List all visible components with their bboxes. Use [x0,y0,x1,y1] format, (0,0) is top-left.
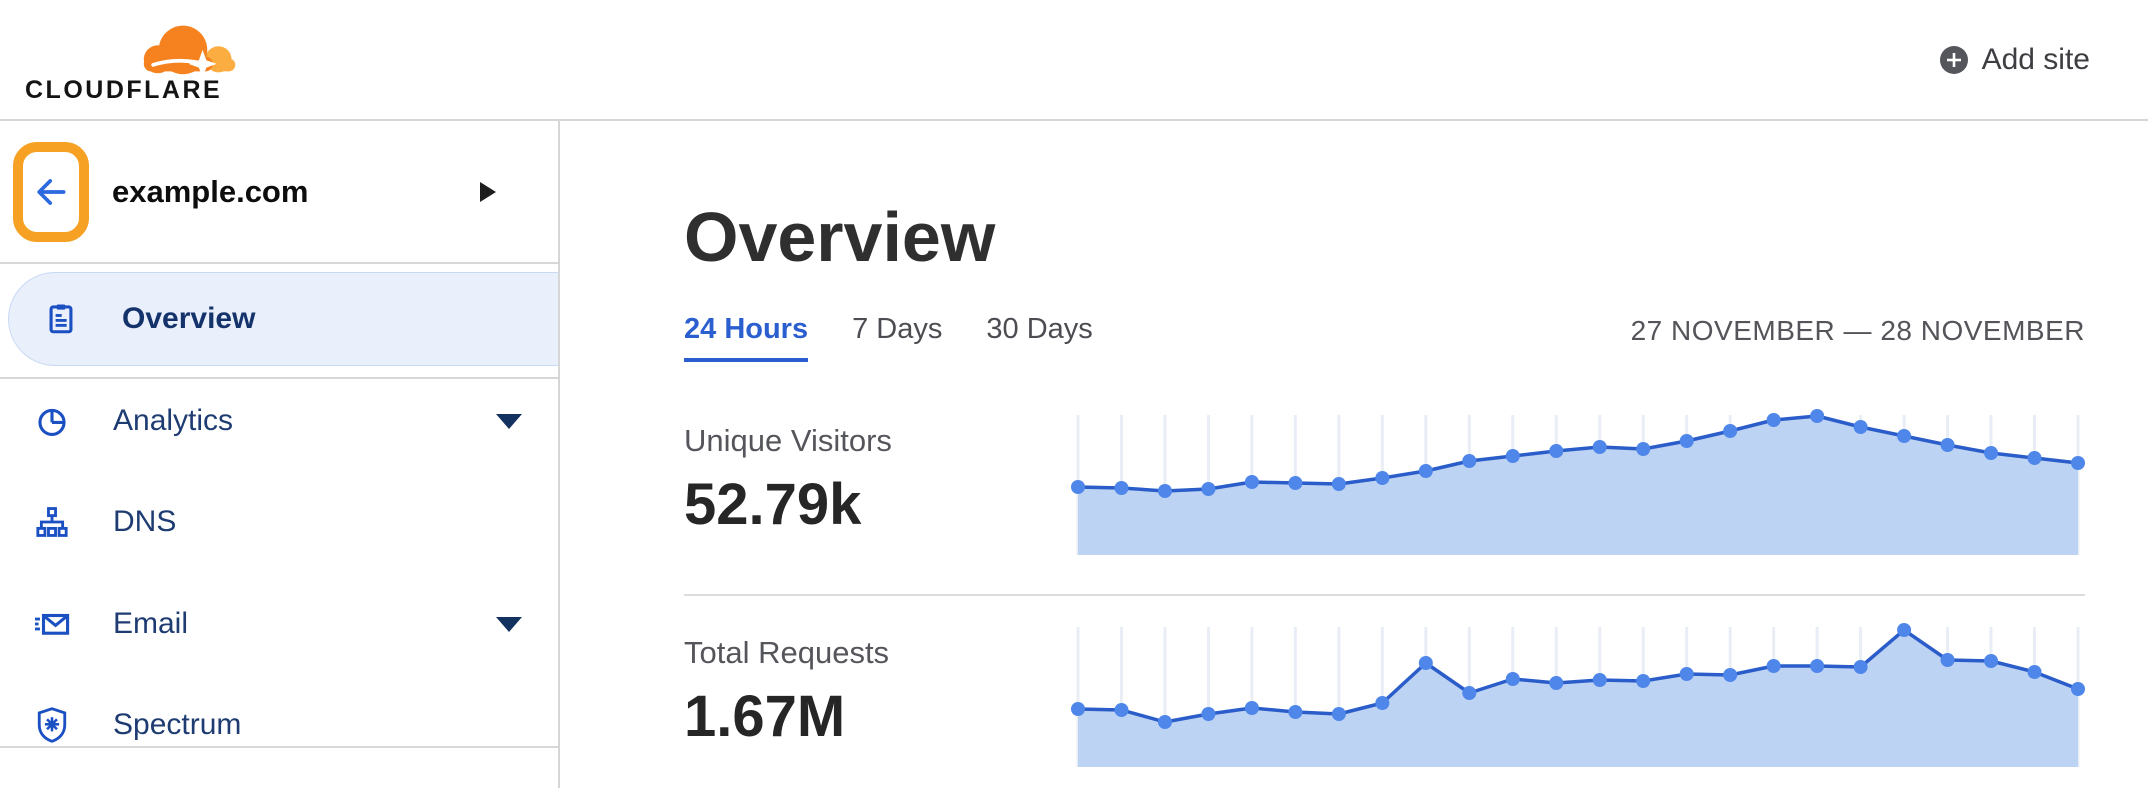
back-button[interactable] [31,172,71,212]
stat-label: Unique Visitors [684,423,892,458]
cloudflare-logo[interactable]: CLOUDFLARE [25,21,258,103]
shield-icon [33,706,71,744]
stat-value: 1.67M [684,684,846,749]
sidebar-item-label: Email [113,607,189,640]
unique-visitors-chart[interactable] [1071,409,2085,555]
total-requests-chart[interactable] [1071,623,2085,767]
page-title: Overview [684,198,996,276]
sidebar-item-label: Overview [122,302,256,335]
chevron-down-icon[interactable] [496,616,522,632]
network-icon [33,505,71,539]
add-site-label: Add site [1981,42,2090,76]
envelope-icon [33,607,71,641]
add-site-button[interactable]: Add site [1939,43,2090,77]
date-range-label: 27 NOVEMBER — 28 NOVEMBER [1630,315,2085,346]
arrow-left-icon [37,178,66,205]
clipboard-icon [42,302,80,336]
sidebar-item-overview[interactable]: Overview [8,272,558,366]
tab-30-days[interactable]: 30 Days [986,313,1093,345]
total-requests-section: Total Requests 1.67M [684,623,2085,767]
site-header-row[interactable]: example.com [0,121,558,262]
site-sidebar: example.com Overview [0,121,560,788]
stat-label: Total Requests [684,635,890,670]
sidebar-item-label: Spectrum [113,708,242,741]
site-name: example.com [112,173,309,209]
plus-circle-icon [1939,45,1968,74]
tab-24-hours[interactable]: 24 Hours [684,313,809,362]
time-range-tabs: 24 Hours 7 Days 30 Days 27 NOVEMBER — 28… [684,313,2085,362]
sidebar-item-label: Analytics [113,404,234,437]
sidebar-item-label: DNS [113,505,177,538]
divider [0,262,558,264]
chevron-down-icon[interactable] [496,413,522,429]
tab-7-days[interactable]: 7 Days [852,313,943,345]
top-header-bar: CLOUDFLARE Add site [0,0,2148,121]
pie-chart-icon [33,404,71,438]
divider [684,594,2085,596]
cloudflare-cloud-icon [143,25,236,77]
main-content: Overview 24 Hours 7 Days 30 Days 27 NOVE… [560,121,2148,788]
divider [0,377,558,379]
cloudflare-wordmark: CLOUDFLARE [25,75,223,104]
stat-value: 52.79k [684,472,862,537]
sidebar-item-email[interactable]: Email [0,576,558,672]
annotation-highlight [13,141,89,242]
sidebar-item-analytics[interactable]: Analytics [0,373,558,469]
divider [0,746,558,748]
caret-right-icon[interactable] [480,181,496,202]
unique-visitors-section: Unique Visitors 52.79k [684,409,2085,555]
sidebar-item-spectrum[interactable]: Spectrum [0,677,558,773]
sidebar-item-dns[interactable]: DNS [0,474,558,570]
